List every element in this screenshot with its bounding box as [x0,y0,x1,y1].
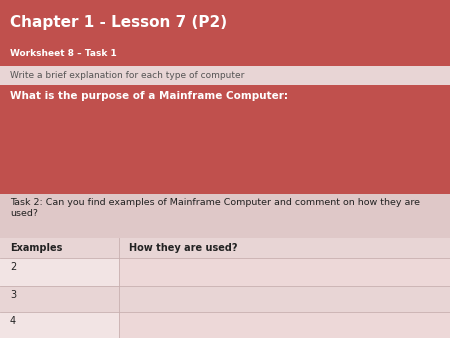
Bar [119,312,450,338]
Bar [0,286,119,312]
Text: Worksheet 8 – Task 1: Worksheet 8 – Task 1 [10,49,117,58]
Bar [0,66,450,85]
Text: Examples: Examples [10,243,62,253]
Bar [0,238,450,258]
Bar [0,194,450,238]
Text: 2: 2 [10,262,16,272]
Text: Chapter 1 - Lesson 7 (P2): Chapter 1 - Lesson 7 (P2) [10,15,227,30]
Text: 4: 4 [10,316,16,326]
Text: Task 2: Can you find examples of Mainframe Computer and comment on how they are : Task 2: Can you find examples of Mainfra… [10,198,420,218]
Bar [0,258,119,286]
Text: What is the purpose of a Mainframe Computer:: What is the purpose of a Mainframe Compu… [10,91,288,101]
Text: Write a brief explanation for each type of computer: Write a brief explanation for each type … [10,71,244,80]
Bar [119,286,450,312]
Text: How they are used?: How they are used? [129,243,238,253]
Bar [0,312,119,338]
Bar [119,258,450,286]
Text: 3: 3 [10,290,16,300]
Bar [0,0,450,66]
Bar [0,85,450,194]
